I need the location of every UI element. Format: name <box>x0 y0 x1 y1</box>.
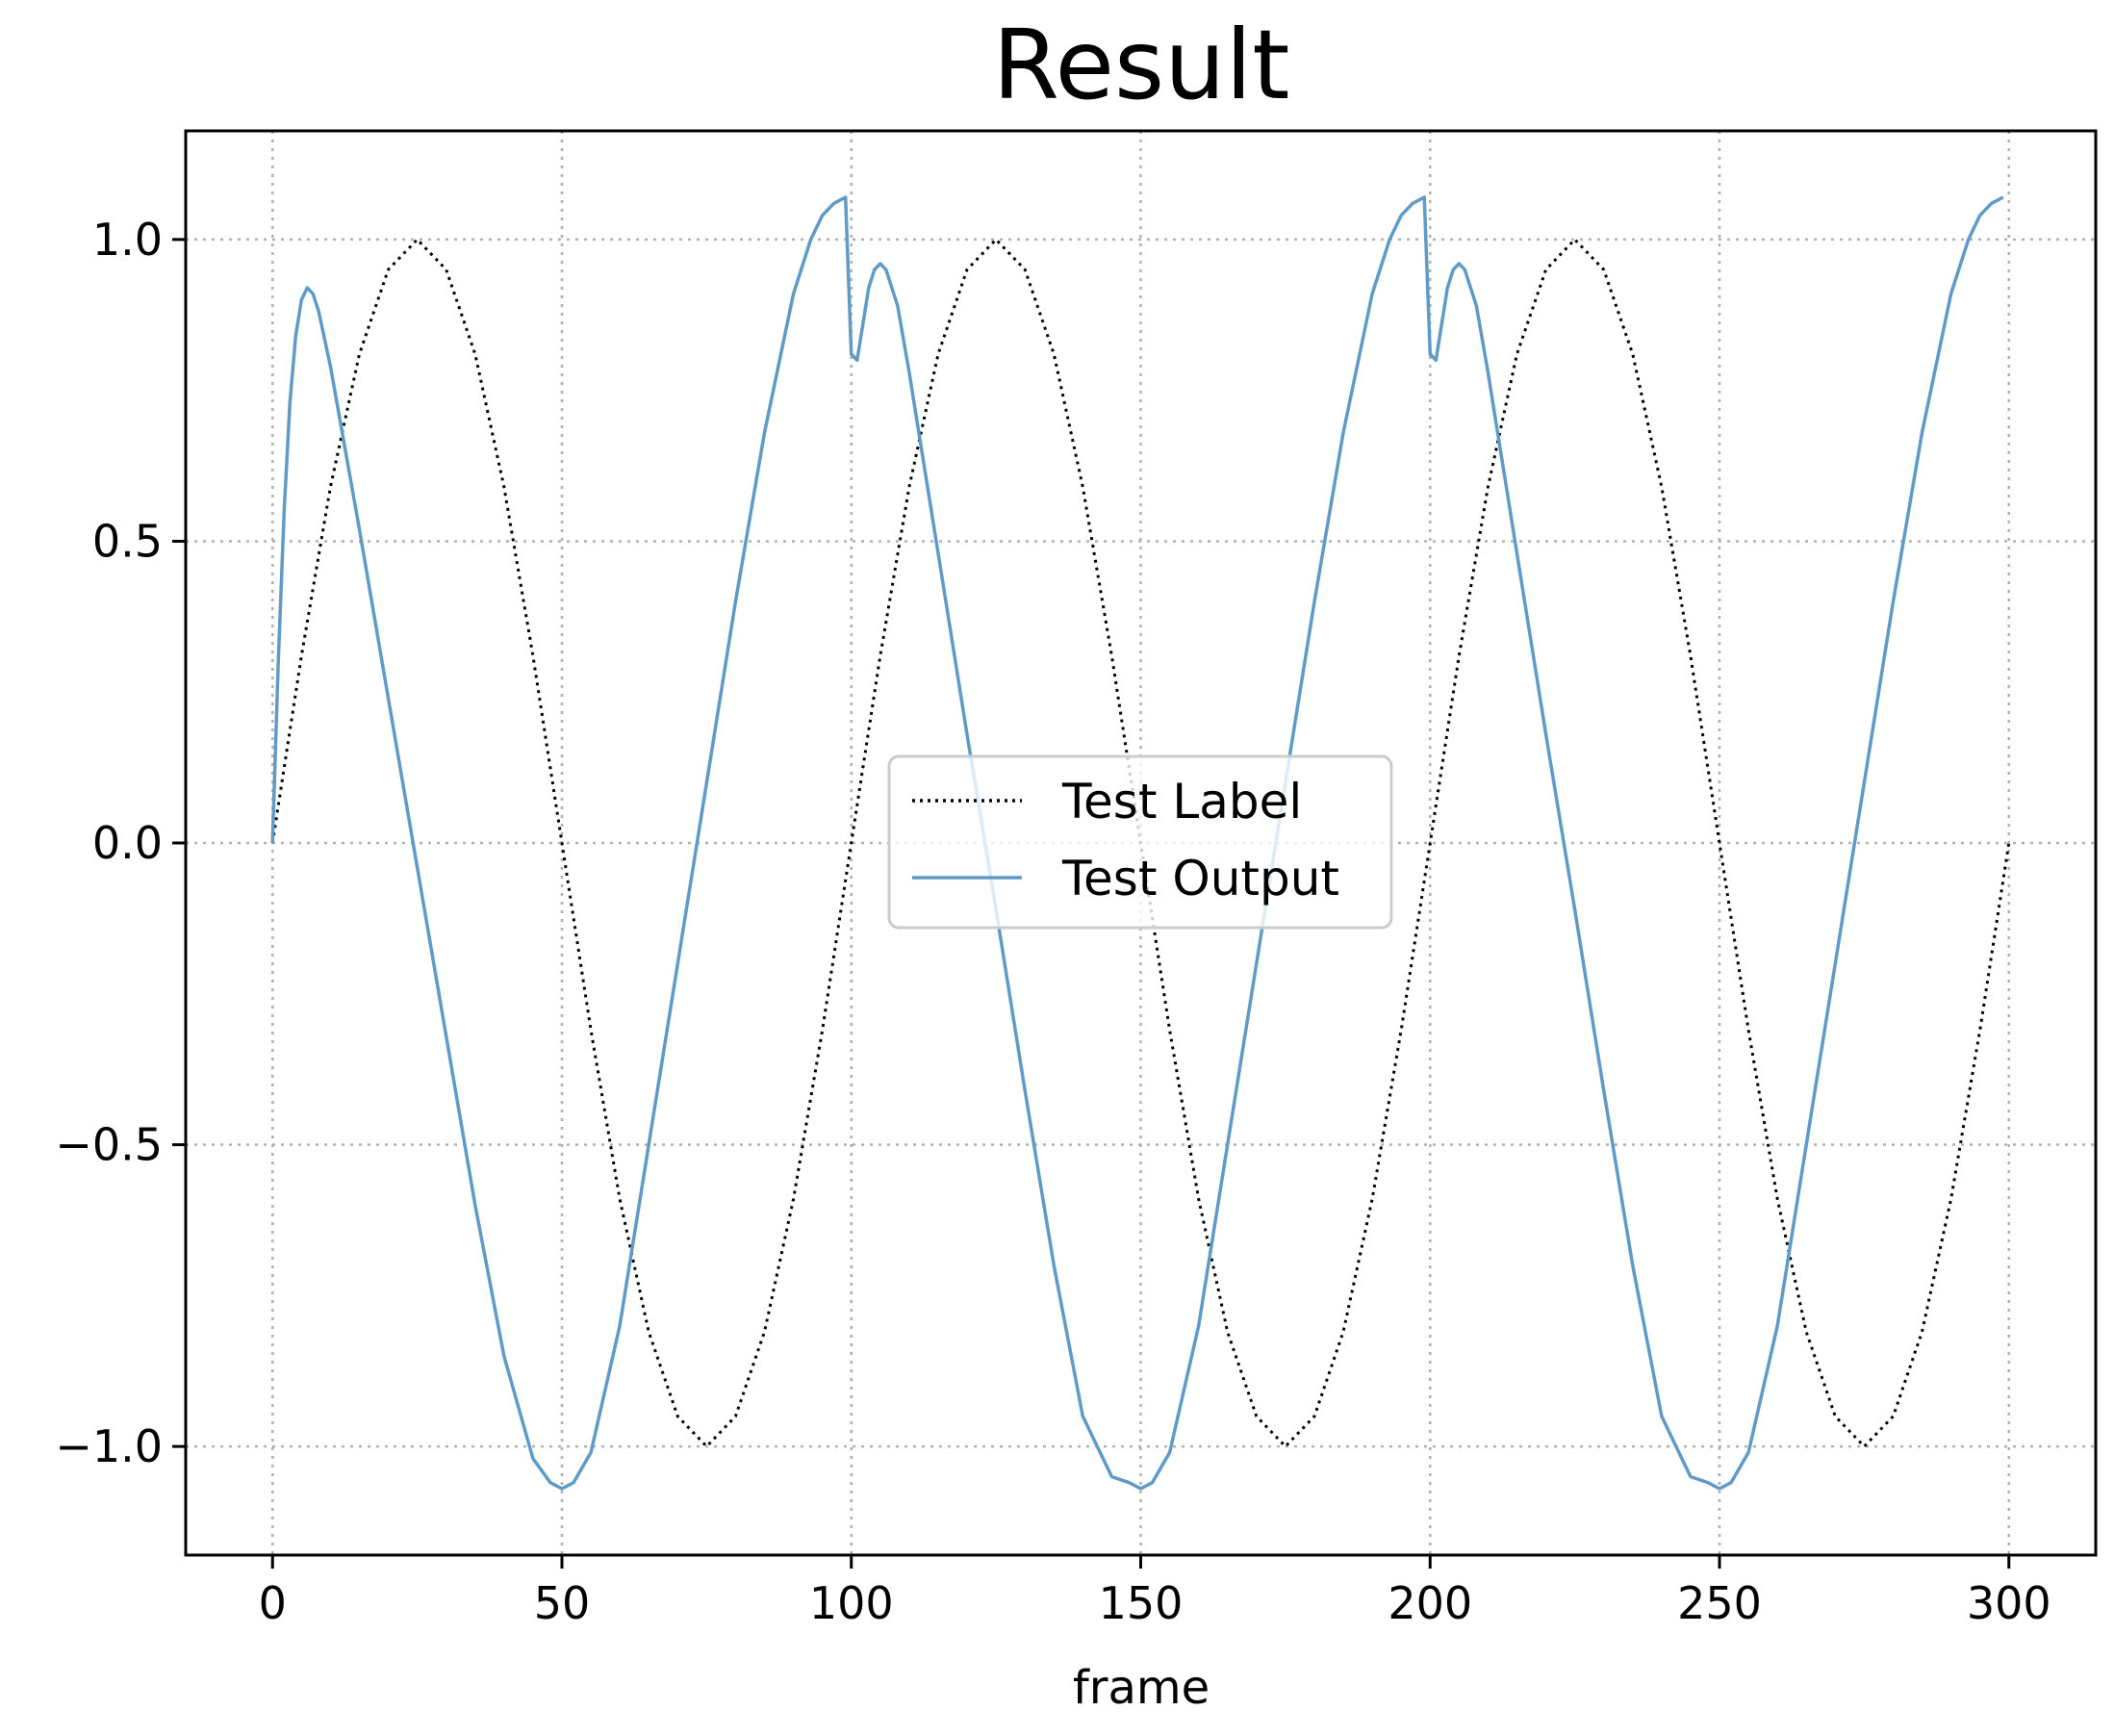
x-tick-label: 200 <box>1388 1577 1472 1629</box>
y-tick-label: 0.0 <box>92 817 163 869</box>
y-tick-label: −1.0 <box>55 1420 163 1472</box>
legend: Test Label Test Output <box>887 754 1393 930</box>
legend-label-test-label: Test Label <box>1061 774 1302 830</box>
series-line-test-output <box>270 195 2004 1491</box>
x-tick-label: 50 <box>534 1577 591 1629</box>
x-tick-label: 100 <box>809 1577 894 1629</box>
x-tick-label: 0 <box>259 1577 287 1629</box>
x-tick-label: 300 <box>1967 1577 2051 1629</box>
y-tick-label: 1.0 <box>92 214 163 266</box>
x-tick-label: 150 <box>1099 1577 1184 1629</box>
y-tick-label: 0.5 <box>92 515 163 567</box>
x-axis-label: frame <box>1073 1661 1210 1715</box>
legend-label-test-output: Test Output <box>1061 851 1339 906</box>
x-axis-ticks: 0 50 100 150 200 250 300 <box>259 1555 2051 1629</box>
chart-title: Result <box>993 9 1290 121</box>
y-axis-ticks: 1.0 0.5 0.0 −0.5 −1.0 <box>55 214 186 1472</box>
x-tick-label: 250 <box>1677 1577 1762 1629</box>
y-tick-label: −0.5 <box>55 1119 163 1171</box>
